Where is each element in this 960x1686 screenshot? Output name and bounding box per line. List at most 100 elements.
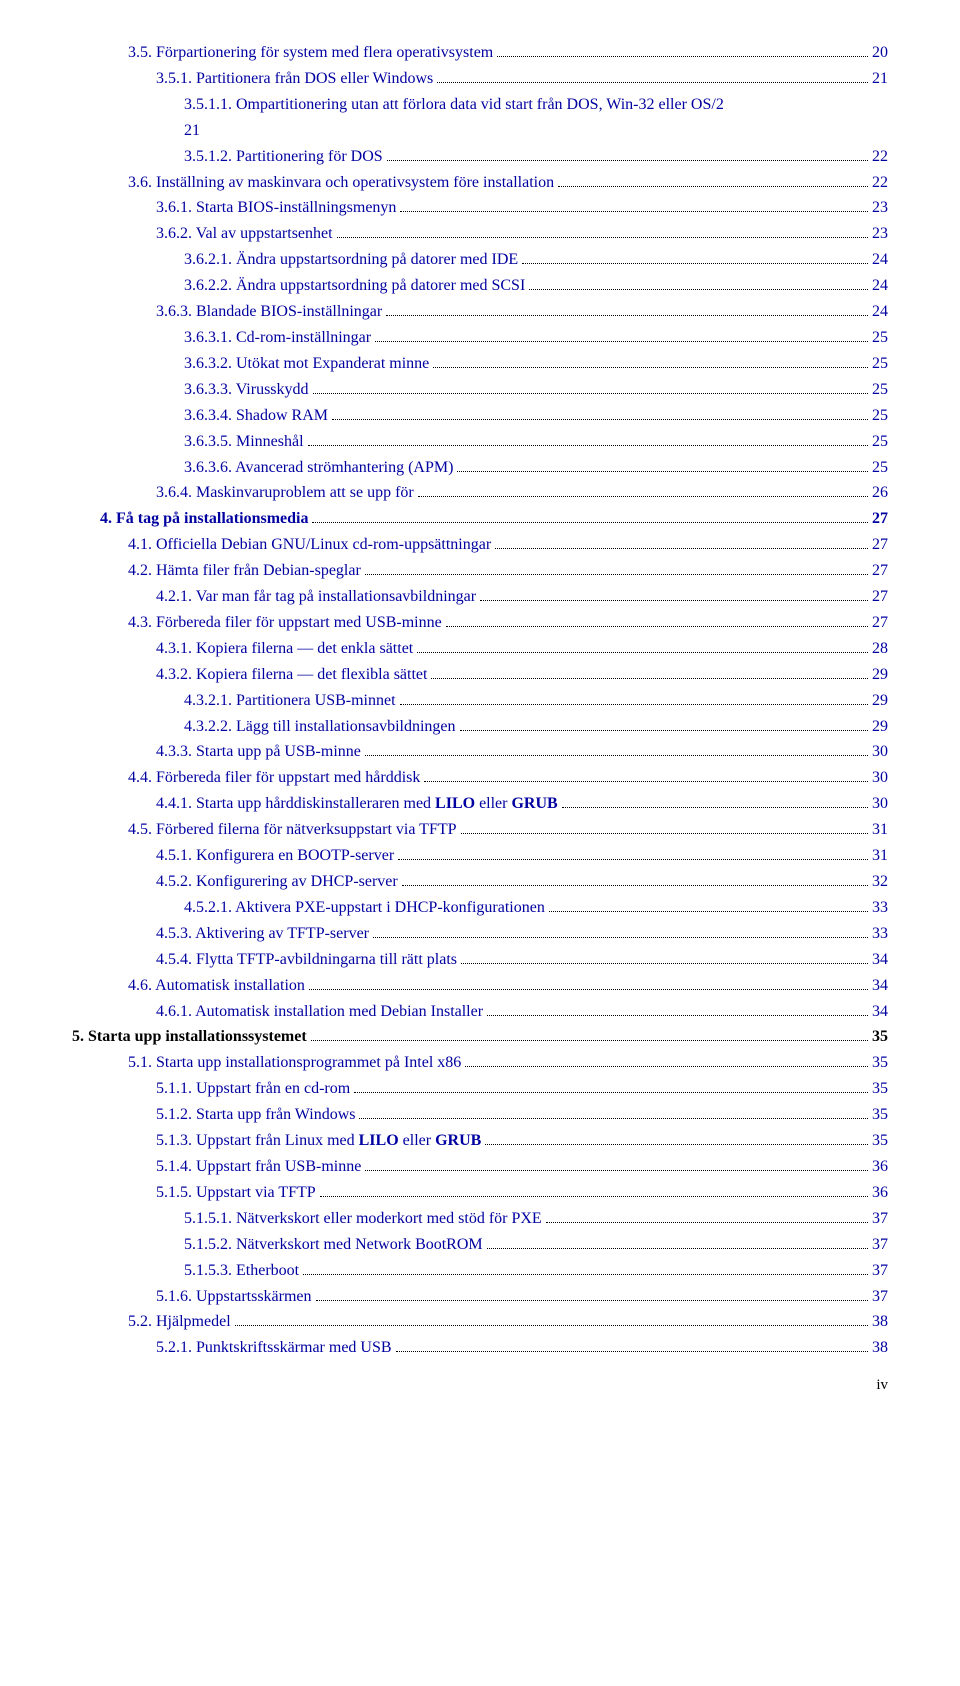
toc-page-number: 23	[872, 195, 888, 221]
toc-entry[interactable]: 4.4.1. Starta upp hårddiskinstalleraren …	[72, 791, 888, 817]
toc-entry[interactable]: 5.2. Hjälpmedel38	[72, 1309, 888, 1335]
toc-leader-dots	[386, 315, 868, 316]
toc-entry[interactable]: 5.1.5.1. Nätverkskort eller moderkort me…	[72, 1206, 888, 1232]
toc-entry[interactable]: 5.1.6. Uppstartsskärmen37	[72, 1284, 888, 1310]
toc-entry[interactable]: 4.4. Förbereda filer för uppstart med hå…	[72, 765, 888, 791]
toc-entry[interactable]: 3.6.3.1. Cd-rom-inställningar25	[72, 325, 888, 351]
toc-leader-dots	[546, 1222, 868, 1223]
toc-entry[interactable]: 4.3.2. Kopiera filerna — det flexibla sä…	[72, 662, 888, 688]
toc-label: 5.1. Starta upp installationsprogrammet …	[128, 1050, 461, 1076]
toc-entry[interactable]: 4.3. Förbereda filer för uppstart med US…	[72, 610, 888, 636]
toc-label: 3.5.1.1. Ompartitionering utan att förlo…	[184, 92, 724, 118]
toc-entry[interactable]: 4.1. Officiella Debian GNU/Linux cd-rom-…	[72, 532, 888, 558]
toc-entry[interactable]: 3.6.3.4. Shadow RAM25	[72, 403, 888, 429]
toc-entry[interactable]: 4.5.2.1. Aktivera PXE-uppstart i DHCP-ko…	[72, 895, 888, 921]
toc-entry[interactable]: 3.6.3. Blandade BIOS-inställningar24	[72, 299, 888, 325]
toc-entry[interactable]: 4.2. Hämta filer från Debian-speglar27	[72, 558, 888, 584]
toc-label: 4.5. Förbered filerna för nätverksuppsta…	[128, 817, 457, 843]
toc-page-number: 35	[872, 1128, 888, 1154]
toc-leader-dots	[485, 1144, 868, 1145]
toc-entry[interactable]: 3.5.1.1. Ompartitionering utan att förlo…	[72, 92, 888, 118]
toc-entry[interactable]: 4.5.4. Flytta TFTP-avbildningarna till r…	[72, 947, 888, 973]
toc-entry[interactable]: 4.3.3. Starta upp på USB-minne 30	[72, 739, 888, 765]
toc-entry[interactable]: 4.3.2.2. Lägg till installationsavbildni…	[72, 714, 888, 740]
toc-entry[interactable]: 4.5.2. Konfigurering av DHCP-server32	[72, 869, 888, 895]
toc-leader-dots	[316, 1300, 868, 1301]
toc-leader-dots	[354, 1092, 868, 1093]
toc-entry[interactable]: 3.6.4. Maskinvaruproblem att se upp för2…	[72, 480, 888, 506]
toc-leader-dots	[487, 1248, 868, 1249]
toc-entry[interactable]: 3.6.1. Starta BIOS-inställningsmenyn23	[72, 195, 888, 221]
toc-page-number: 31	[872, 843, 888, 869]
toc-page-number: 20	[872, 40, 888, 66]
toc-entry[interactable]: 4.5.1. Konfigurera en BOOTP-server 31	[72, 843, 888, 869]
toc-entry[interactable]: 3.5.1.2. Partitionering för DOS22	[72, 144, 888, 170]
toc-entry[interactable]: 4.2.1. Var man får tag på installationsa…	[72, 584, 888, 610]
toc-leader-dots	[309, 989, 868, 990]
toc-label: 3.6.3.5. Minneshål	[184, 429, 304, 455]
toc-entry[interactable]: 5.1.5.3. Etherboot37	[72, 1258, 888, 1284]
toc-entry[interactable]: 4.6.1. Automatisk installation med Debia…	[72, 999, 888, 1025]
toc-label: 4.3.2.1. Partitionera USB-minnet	[184, 688, 396, 714]
toc-page-number: 33	[872, 921, 888, 947]
toc-label: 5.1.1. Uppstart från en cd-rom	[156, 1076, 350, 1102]
toc-label: 5.1.5.1. Nätverkskort eller moderkort me…	[184, 1206, 542, 1232]
toc-leader-dots	[431, 678, 868, 679]
toc-page-number: 29	[872, 662, 888, 688]
toc-entry[interactable]: 4.5.3. Aktivering av TFTP-server 33	[72, 921, 888, 947]
toc-leader-dots	[529, 289, 868, 290]
toc-leader-dots	[311, 1040, 868, 1041]
toc-entry[interactable]: 3.6.3.6. Avancerad strömhantering (APM)2…	[72, 455, 888, 481]
toc-entry[interactable]: 4.6. Automatisk installation34	[72, 973, 888, 999]
toc-label: 3.6.3.3. Virusskydd	[184, 377, 309, 403]
toc-page-number: 35	[872, 1050, 888, 1076]
toc-label: 4.5.1. Konfigurera en BOOTP-server	[156, 843, 394, 869]
toc-page-number: 37	[872, 1206, 888, 1232]
toc-leader-dots	[373, 937, 868, 938]
toc-entry[interactable]: 4.5. Förbered filerna för nätverksuppsta…	[72, 817, 888, 843]
toc-entry[interactable]: 3.6.3.3. Virusskydd25	[72, 377, 888, 403]
toc-entry[interactable]: 5.1.4. Uppstart från USB-minne36	[72, 1154, 888, 1180]
toc-label: 4.3.3. Starta upp på USB-minne	[156, 739, 361, 765]
toc-label: 4. Få tag på installationsmedia	[100, 506, 308, 532]
toc-page-number: 30	[872, 739, 888, 765]
toc-entry[interactable]: 5.1.5. Uppstart via TFTP36	[72, 1180, 888, 1206]
toc-entry[interactable]: 3.5.1. Partitionera från DOS eller Windo…	[72, 66, 888, 92]
toc-leader-dots	[418, 496, 868, 497]
page-container: 3.5. Förpartionering för system med fler…	[0, 0, 960, 1434]
toc-entry[interactable]: 3.6. Inställning av maskinvara och opera…	[72, 170, 888, 196]
toc-entry[interactable]: 3.6.2. Val av uppstartsenhet23	[72, 221, 888, 247]
toc-label: 5.1.5.2. Nätverkskort med Network BootRO…	[184, 1232, 483, 1258]
toc-entry[interactable]: 3.5. Förpartionering för system med fler…	[72, 40, 888, 66]
toc-entry[interactable]: 4.3.2.1. Partitionera USB-minnet29	[72, 688, 888, 714]
toc-leader-dots	[365, 574, 868, 575]
toc-leader-dots	[398, 859, 868, 860]
toc-entry[interactable]: 5.2.1. Punktskriftsskärmar med USB38	[72, 1335, 888, 1361]
toc-label: 4.5.3. Aktivering av TFTP-server	[156, 921, 369, 947]
toc-entry[interactable]: 3.6.2.1. Ändra uppstartsordning på dator…	[72, 247, 888, 273]
toc-entry[interactable]: 5.1.1. Uppstart från en cd-rom35	[72, 1076, 888, 1102]
toc-page-number: 22	[872, 170, 888, 196]
toc-leader-dots	[461, 963, 868, 964]
toc-leader-dots	[487, 1015, 868, 1016]
toc-page-number: 27	[872, 610, 888, 636]
toc-entry[interactable]: 3.6.3.2. Utökat mot Expanderat minne25	[72, 351, 888, 377]
toc-entry[interactable]: 5.1. Starta upp installationsprogrammet …	[72, 1050, 888, 1076]
toc-leader-dots	[446, 626, 868, 627]
toc-entry[interactable]: 5.1.3. Uppstart från Linux med LILO elle…	[72, 1128, 888, 1154]
toc-entry[interactable]: 5.1.2. Starta upp från Windows35	[72, 1102, 888, 1128]
toc-page-number: 27	[872, 558, 888, 584]
toc-entry[interactable]: 4.3.1. Kopiera filerna — det enkla sätte…	[72, 636, 888, 662]
toc-page-number: 24	[872, 247, 888, 273]
toc-leader-dots	[402, 885, 868, 886]
toc-page-number: 27	[872, 532, 888, 558]
toc-leader-dots	[396, 1351, 868, 1352]
toc-leader-dots	[480, 600, 868, 601]
toc-entry[interactable]: 3.6.3.5. Minneshål25	[72, 429, 888, 455]
toc-entry[interactable]: 3.6.2.2. Ändra uppstartsordning på dator…	[72, 273, 888, 299]
toc-entry[interactable]: 5.1.5.2. Nätverkskort med Network BootRO…	[72, 1232, 888, 1258]
toc-label: 4.5.4. Flytta TFTP-avbildningarna till r…	[156, 947, 457, 973]
toc-entry[interactable]: 4. Få tag på installationsmedia27	[72, 506, 888, 532]
toc-leader-dots	[312, 522, 868, 523]
toc-page-number: 23	[872, 221, 888, 247]
